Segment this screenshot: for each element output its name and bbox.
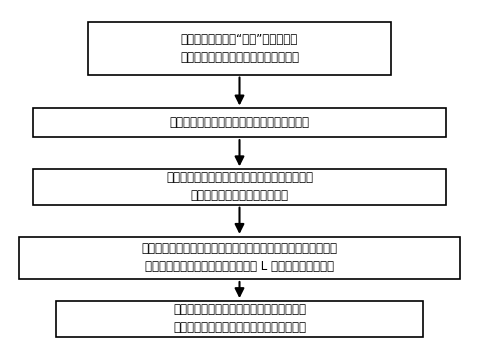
FancyBboxPatch shape <box>33 169 446 205</box>
FancyBboxPatch shape <box>19 237 460 279</box>
Text: 点击检测软件中的“识别”按键，启动
图像抓拍功能，并自动启动识别程序。: 点击检测软件中的“识别”按键，启动 图像抓拍功能，并自动启动识别程序。 <box>180 33 299 64</box>
Text: 图像预处理：对拍摄的图像进行去噪滤波厄理: 图像预处理：对拍摄的图像进行去噪滤波厄理 <box>170 116 309 129</box>
FancyBboxPatch shape <box>33 108 446 137</box>
Text: 在电脑荧幕上标注红色区域，表示有缺陷的
光学镜头，同时将信号传给液晶显示面板。: 在电脑荧幕上标注红色区域，表示有缺陷的 光学镜头，同时将信号传给液晶显示面板。 <box>173 303 306 334</box>
Text: 图像分割：运用边缘检测技术对镜头区域进行分
割，提取出待检测镜头的区域。: 图像分割：运用边缘检测技术对镜头区域进行分 割，提取出待检测镜头的区域。 <box>166 171 313 202</box>
FancyBboxPatch shape <box>88 22 391 75</box>
FancyBboxPatch shape <box>56 301 423 337</box>
Text: 图像识别：利用相似度函数求出待检测镜头图像和标准镜头图像
之间的相似度値，在根据设定的阈値 L 判断镜头是否合格。: 图像识别：利用相似度函数求出待检测镜头图像和标准镜头图像 之间的相似度値，在根据… <box>141 243 338 274</box>
